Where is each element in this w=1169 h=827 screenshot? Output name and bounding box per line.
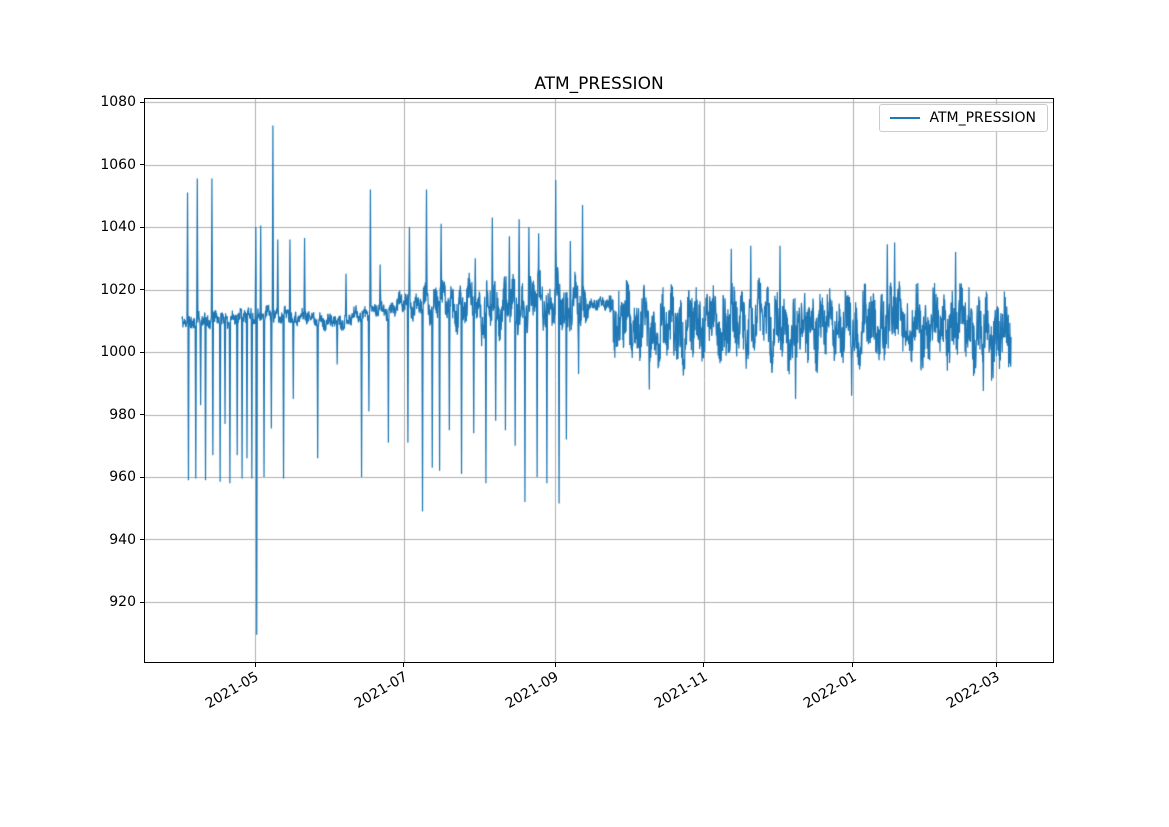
plot-area: ATM_PRESSION bbox=[144, 98, 1054, 663]
y-tick-label: 1080 bbox=[100, 94, 136, 110]
legend: ATM_PRESSION bbox=[879, 104, 1048, 132]
x-tick-label: 2021-07 bbox=[351, 668, 411, 712]
y-tick-label: 940 bbox=[109, 531, 136, 548]
x-tick-mark bbox=[852, 663, 854, 667]
x-tick-label: 2022-01 bbox=[800, 668, 860, 712]
y-tick-label: 960 bbox=[109, 469, 136, 485]
x-tick-label: 2021-11 bbox=[651, 668, 711, 712]
y-tick-label: 1020 bbox=[100, 281, 136, 298]
y-tick-mark bbox=[140, 539, 144, 540]
y-tick-mark bbox=[140, 414, 144, 415]
y-tick-mark bbox=[140, 164, 144, 165]
x-tick-mark bbox=[703, 663, 705, 667]
legend-label: ATM_PRESSION bbox=[929, 110, 1036, 126]
y-tick-mark bbox=[140, 351, 144, 353]
y-tick-label: 920 bbox=[109, 594, 136, 610]
y-tick-mark bbox=[140, 289, 144, 290]
x-tick-mark bbox=[995, 663, 997, 667]
y-tick-mark bbox=[140, 476, 144, 478]
y-tick-label: 1000 bbox=[100, 344, 136, 360]
y-tick-label: 1060 bbox=[100, 156, 136, 173]
y-tick-mark bbox=[140, 226, 144, 228]
y-tick-label: 980 bbox=[109, 406, 136, 423]
x-tick-label: 2022-03 bbox=[944, 668, 1003, 712]
x-tick-mark bbox=[254, 663, 256, 667]
x-tick-label: 2021-09 bbox=[502, 668, 562, 712]
y-tick-mark bbox=[140, 601, 144, 603]
chart-canvas bbox=[145, 99, 1053, 662]
y-tick-label: 1040 bbox=[100, 219, 136, 235]
x-tick-mark bbox=[554, 663, 556, 667]
chart-title: ATM_PRESSION bbox=[534, 74, 664, 94]
x-tick-label: 2021-05 bbox=[203, 668, 262, 712]
legend-line-sample bbox=[890, 117, 921, 119]
y-tick-mark bbox=[140, 101, 144, 103]
x-tick-mark bbox=[403, 663, 405, 667]
